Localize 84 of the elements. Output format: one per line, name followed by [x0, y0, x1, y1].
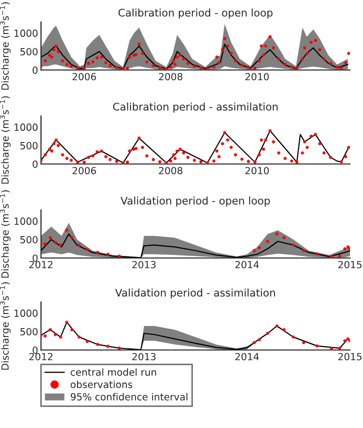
x-tick-label: 2012 [29, 352, 52, 360]
point [282, 328, 286, 332]
y-tick-label: 500 [20, 142, 38, 150]
y-tick-label: 1000 [14, 218, 38, 225]
point [59, 244, 62, 247]
point [292, 244, 295, 247]
point [258, 246, 261, 250]
point [275, 324, 278, 328]
point [118, 346, 121, 350]
x-tick-label: 2010 [245, 72, 269, 80]
point [343, 339, 346, 342]
point [44, 334, 47, 338]
chart-title: Calibration period - open loop [118, 8, 272, 19]
point [86, 340, 89, 344]
point [315, 344, 319, 348]
chart-title: Calibration period - assimilation [113, 102, 278, 113]
point [302, 341, 306, 344]
x-tick-label: 2014 [235, 260, 259, 268]
y-tick-label: 0 [32, 346, 38, 354]
point [96, 342, 100, 346]
y-tick-label: 0 [32, 254, 38, 262]
y-tick-label: 0 [32, 66, 38, 74]
point [86, 248, 89, 252]
point [96, 250, 100, 254]
x-tick-label: 2008 [158, 72, 182, 80]
y-axis-title: Discharge (m$^{3}$s$^{−1}$) [0, 190, 11, 278]
point [258, 338, 261, 342]
x-tick-label: 2008 [158, 166, 182, 174]
point [48, 236, 52, 240]
point [292, 336, 295, 339]
x-tick-label: 2006 [72, 72, 96, 80]
point [78, 244, 81, 247]
point [44, 242, 47, 246]
point [338, 346, 342, 350]
point [78, 336, 81, 339]
chart-title: Validation period - open loop [120, 196, 270, 207]
point [106, 344, 110, 348]
point [70, 236, 74, 240]
y-tick-label: 1000 [14, 30, 38, 37]
y-tick-label: 0 [32, 160, 38, 168]
point [118, 254, 121, 258]
point [252, 249, 256, 252]
point [266, 240, 270, 243]
y-tick-label: 500 [20, 236, 38, 244]
text: 95% confidence interval [70, 392, 188, 400]
point [315, 252, 319, 256]
point [338, 254, 342, 258]
point [282, 236, 286, 240]
point [54, 332, 57, 336]
point [346, 337, 350, 340]
point [65, 228, 68, 232]
point [302, 249, 306, 252]
point [275, 232, 278, 236]
line-series [41, 44, 348, 70]
point [59, 336, 62, 339]
x-tick-label: 2013 [132, 260, 156, 268]
x-tick-label: 2010 [245, 166, 269, 174]
point [330, 346, 334, 350]
point [48, 328, 52, 332]
y-tick-label: 1000 [14, 310, 38, 317]
y-axis-title: Discharge (m$^{3}$s$^{−1}$) [0, 96, 11, 184]
point [343, 247, 346, 250]
x-tick-label: 2006 [72, 166, 96, 174]
point [65, 320, 68, 324]
point [266, 332, 270, 335]
y-axis-title: Discharge (m$^{3}$s$^{−1}$) [0, 282, 11, 370]
point [346, 245, 350, 248]
y-axis-title: Discharge (m$^{3}$s$^{−1}$) [0, 2, 11, 90]
x-tick-label: 2012 [29, 260, 52, 268]
y-tick-label: 500 [20, 328, 38, 336]
point [54, 240, 57, 244]
chart-title: Validation period - assimilation [115, 288, 275, 299]
legend-label: central model run [70, 368, 156, 376]
point [70, 328, 74, 332]
point [330, 254, 334, 258]
x-tick-label: 2015 [338, 260, 362, 268]
y-tick-label: 500 [20, 48, 38, 56]
point [252, 341, 256, 344]
legend-label: observations [70, 380, 132, 388]
point [106, 252, 110, 256]
x-tick-label: 2013 [132, 352, 156, 360]
x-tick-label: 2014 [235, 352, 259, 360]
y-tick-label: 1000 [14, 124, 38, 131]
x-tick-label: 2015 [338, 352, 362, 360]
